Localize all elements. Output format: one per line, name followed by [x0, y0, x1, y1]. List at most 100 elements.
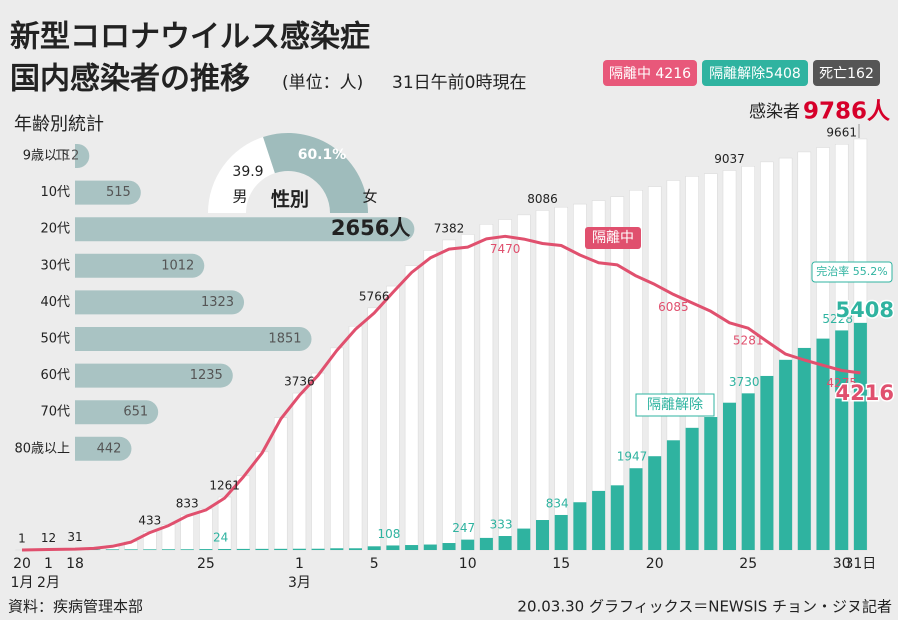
age-label: 70代	[40, 405, 70, 420]
released-bar	[405, 545, 419, 550]
released-bar	[685, 427, 699, 550]
x-tick-label: 18	[66, 556, 84, 572]
case-bar	[273, 417, 288, 551]
value-label: 5281	[733, 334, 764, 348]
released-bar	[592, 490, 606, 550]
released-bar	[218, 548, 232, 550]
gender-label: 男	[232, 188, 247, 206]
x-tick-label: 10	[459, 556, 477, 572]
released-bar	[236, 548, 250, 550]
released-bar	[367, 546, 381, 550]
series-name-box	[635, 393, 715, 417]
age-value: 2656人	[331, 216, 410, 240]
value-label: 1	[18, 531, 26, 545]
x-tick-label: 25	[197, 556, 215, 572]
age-value: 442	[97, 441, 122, 456]
released-total: 5408	[836, 298, 894, 322]
age-label: 30代	[40, 258, 70, 273]
released-bar	[648, 456, 662, 550]
case-bar	[199, 508, 213, 551]
age-bar	[75, 180, 141, 205]
x-tick-label: 30	[833, 556, 851, 572]
case-bar	[442, 239, 456, 551]
source: 資料：疾病管理本部	[8, 598, 143, 616]
title-line2: 国内感染者の推移	[10, 62, 250, 97]
released-bar	[311, 548, 325, 550]
x-tick-label: 20	[13, 556, 31, 572]
x-tick-label: 15	[552, 556, 570, 572]
released-bar	[349, 548, 362, 550]
value-label: 4275	[826, 376, 857, 390]
title-line1: 新型コロナウイルス感染症	[10, 20, 370, 55]
value-label: 833	[176, 497, 199, 511]
gender-title: 性別	[271, 188, 309, 211]
age-label: 40代	[40, 295, 70, 310]
released-bar	[629, 468, 643, 550]
value-label: 9037	[714, 152, 745, 166]
released-bar	[330, 548, 344, 550]
case-bar	[498, 219, 512, 551]
released-bar	[105, 549, 119, 550]
age-bar	[75, 400, 159, 425]
value-label: 5228	[822, 312, 853, 326]
released-bar	[423, 544, 437, 550]
month-label: 1月	[11, 575, 34, 591]
month-label: 3月	[288, 575, 311, 591]
released-bar	[573, 502, 587, 550]
age-bar	[75, 436, 132, 461]
badge	[603, 60, 697, 86]
gender-segment	[208, 136, 275, 213]
callout-box	[585, 227, 641, 249]
case-bar	[348, 325, 363, 551]
case-bar	[180, 514, 194, 551]
case-bar	[386, 285, 400, 551]
isolated-total: 4216	[836, 381, 894, 405]
age-value: 1323	[201, 295, 234, 310]
value-label: 7382	[434, 221, 465, 235]
series-name: 感染者	[749, 102, 800, 122]
released-bar	[554, 514, 568, 550]
series-name: 隔離解除	[647, 396, 703, 413]
released-bar	[797, 347, 811, 550]
value-label: 7470	[490, 242, 521, 256]
age-label: 20代	[40, 222, 70, 237]
case-bar	[404, 265, 419, 551]
x-tick-label: 1	[295, 556, 304, 572]
released-bar	[666, 440, 680, 550]
value-label: 108	[377, 527, 400, 541]
annotation-box	[811, 261, 893, 283]
age-bar	[75, 253, 205, 278]
value-label: 1947	[617, 450, 648, 464]
badge	[813, 60, 880, 86]
age-title: 年齢別統計	[14, 114, 104, 135]
released-bar	[704, 417, 718, 550]
released-bar	[162, 549, 175, 550]
age-label: 9歳以下	[23, 149, 70, 164]
case-bar	[460, 234, 475, 551]
age-label: 50代	[40, 332, 70, 347]
annotation: 完治率 55.2%	[816, 264, 887, 278]
x-tick-label: 5	[370, 556, 379, 572]
age-value: 1235	[190, 368, 223, 383]
case-bar	[292, 392, 307, 551]
released-bar	[760, 375, 774, 550]
age-bar	[75, 290, 245, 315]
gender-label: 女	[362, 188, 377, 206]
age-bar	[75, 363, 233, 388]
as-of: 31日午前0時現在	[392, 73, 526, 93]
released-bar	[853, 322, 867, 550]
value-label: 31	[67, 530, 82, 544]
released-bar	[180, 549, 194, 550]
badge-label: 死亡162	[819, 66, 874, 82]
case-bar	[423, 250, 438, 551]
x-tick-label: 31日	[844, 556, 876, 572]
released-bar	[255, 548, 269, 550]
released-bar	[442, 543, 456, 550]
unit-note: (単位：人)	[282, 73, 363, 93]
age-label: 80歳以上	[14, 441, 70, 456]
released-bar	[779, 359, 793, 550]
badge-label: 隔離解除5408	[709, 65, 801, 82]
released-bar	[610, 485, 624, 550]
case-bar	[367, 307, 381, 551]
